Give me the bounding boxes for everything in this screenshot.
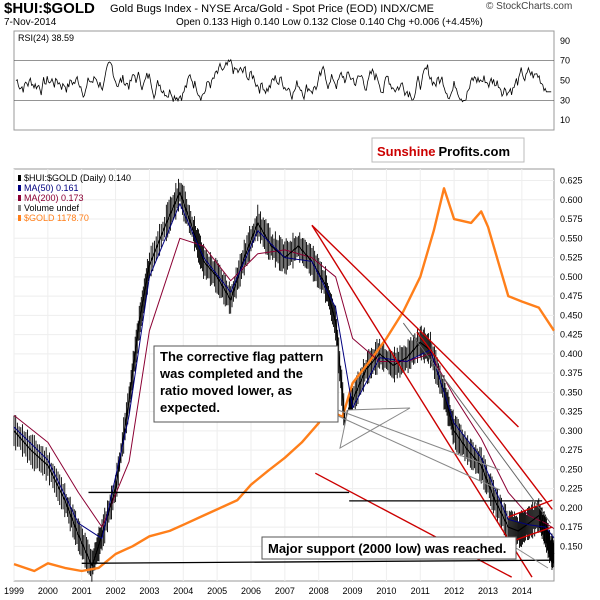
legend-entry: $GOLD 1178.70	[24, 213, 89, 223]
flag-callout-leader	[337, 409, 501, 471]
rsi-line	[15, 58, 552, 103]
y-tick-label: 0.300	[560, 426, 583, 436]
x-tick-label: 2002	[106, 586, 126, 596]
y-tick-label: 0.475	[560, 291, 583, 301]
brand-watermark: Sunshine Profits.com	[371, 137, 525, 163]
y-tick-label: 0.600	[560, 195, 583, 205]
legend-entry: MA(50) 0.161	[24, 183, 79, 193]
support-callout-box	[261, 536, 517, 560]
support-annotation: Major support (2000 low) was reached.	[268, 541, 506, 556]
rsi-label: RSI(24) 38.59	[18, 33, 74, 43]
x-tick-label: 2001	[72, 586, 92, 596]
x-tick-label: 2009	[343, 586, 363, 596]
y-tick-label: 0.175	[560, 522, 583, 532]
legend-swatch	[18, 195, 21, 201]
x-tick-label: 2000	[38, 586, 58, 596]
y-tick-label: 0.400	[560, 349, 583, 359]
y-tick-label: 0.450	[560, 310, 583, 320]
legend-entry: Volume undef	[24, 203, 80, 213]
rsi-tick-label: 50	[560, 76, 570, 86]
brand-wordmark: Sunshine Profits.com	[377, 144, 510, 159]
legend-swatch	[18, 175, 21, 181]
legend-entry: $HUI:$GOLD (Daily) 0.140	[24, 173, 131, 183]
chart-date: 7-Nov-2014	[4, 17, 57, 28]
source-credit: © StockCharts.com	[486, 1, 573, 12]
x-tick-label: 2013	[478, 586, 498, 596]
support-callout-leader	[515, 547, 549, 569]
rsi-tick-label: 10	[560, 115, 570, 125]
flag-callout-box	[153, 345, 339, 423]
y-tick-label: 0.375	[560, 368, 583, 378]
flag-callout-leader-2	[337, 415, 501, 491]
series-ma-200--line	[13, 237, 555, 530]
brand-part-2: Profits.com	[439, 144, 511, 159]
y-tick-label: 0.200	[560, 503, 583, 513]
y-tick-label: 0.350	[560, 387, 583, 397]
series--gold-line	[13, 187, 556, 573]
quote-summary: Open 0.133 High 0.140 Low 0.132 Close 0.…	[176, 17, 483, 28]
y-tick-label: 0.500	[560, 272, 583, 282]
y-tick-label: 0.250	[560, 464, 583, 474]
x-tick-label: 2011	[411, 586, 430, 596]
red-trend-line	[314, 472, 513, 578]
x-tick-label: 2012	[444, 586, 464, 596]
chart-symbol: $HUI:$GOLD	[4, 0, 95, 17]
brand-part-1: Sunshine	[377, 144, 436, 159]
legend-swatch	[18, 215, 21, 221]
x-tick-label: 2004	[173, 586, 193, 596]
x-tick-label: 2006	[241, 586, 261, 596]
legend-swatch	[18, 205, 21, 211]
x-tick-label: 2008	[309, 586, 329, 596]
chart-description: Gold Bugs Index - NYSE Arca/Gold - Spot …	[110, 3, 434, 15]
red-trend-line	[508, 499, 553, 518]
y-tick-label: 0.525	[560, 253, 583, 263]
x-tick-label: 1999	[4, 586, 24, 596]
rsi-tick-label: 90	[560, 36, 570, 46]
legend-swatch	[18, 185, 21, 191]
red-trend-line	[311, 224, 519, 428]
y-tick-label: 0.625	[560, 176, 583, 186]
brand-box	[371, 137, 525, 163]
y-tick-label: 0.150	[560, 541, 583, 551]
x-tick-label: 2003	[139, 586, 159, 596]
flag-callout-pointer	[339, 407, 411, 449]
red-trend-line	[311, 224, 533, 578]
x-tick-label: 2005	[207, 586, 227, 596]
y-tick-label: 0.550	[560, 233, 583, 243]
x-tick-label: 2007	[275, 586, 295, 596]
series-ma-50--line	[13, 203, 555, 540]
y-tick-label: 0.275	[560, 445, 583, 455]
flag-annotation-line: expected.	[160, 400, 220, 415]
x-tick-label: 2014	[512, 586, 532, 596]
y-tick-label: 0.425	[560, 330, 583, 340]
x-tick-label: 2010	[376, 586, 396, 596]
flag-annotation-line: ratio moved lower, as	[160, 383, 292, 398]
red-trend-line	[416, 331, 553, 510]
y-tick-label: 0.225	[560, 484, 583, 494]
flag-annotation-line: The corrective flag pattern	[160, 349, 323, 364]
y-tick-label: 0.575	[560, 214, 583, 224]
legend-entry: MA(200) 0.173	[24, 193, 84, 203]
y-tick-label: 0.325	[560, 407, 583, 417]
rsi-tick-label: 30	[560, 95, 570, 105]
gray-trend-line	[402, 322, 552, 524]
rsi-tick-label: 70	[560, 56, 570, 66]
black-trend-line	[81, 559, 555, 564]
flag-annotation-line: was completed and the	[159, 366, 303, 381]
